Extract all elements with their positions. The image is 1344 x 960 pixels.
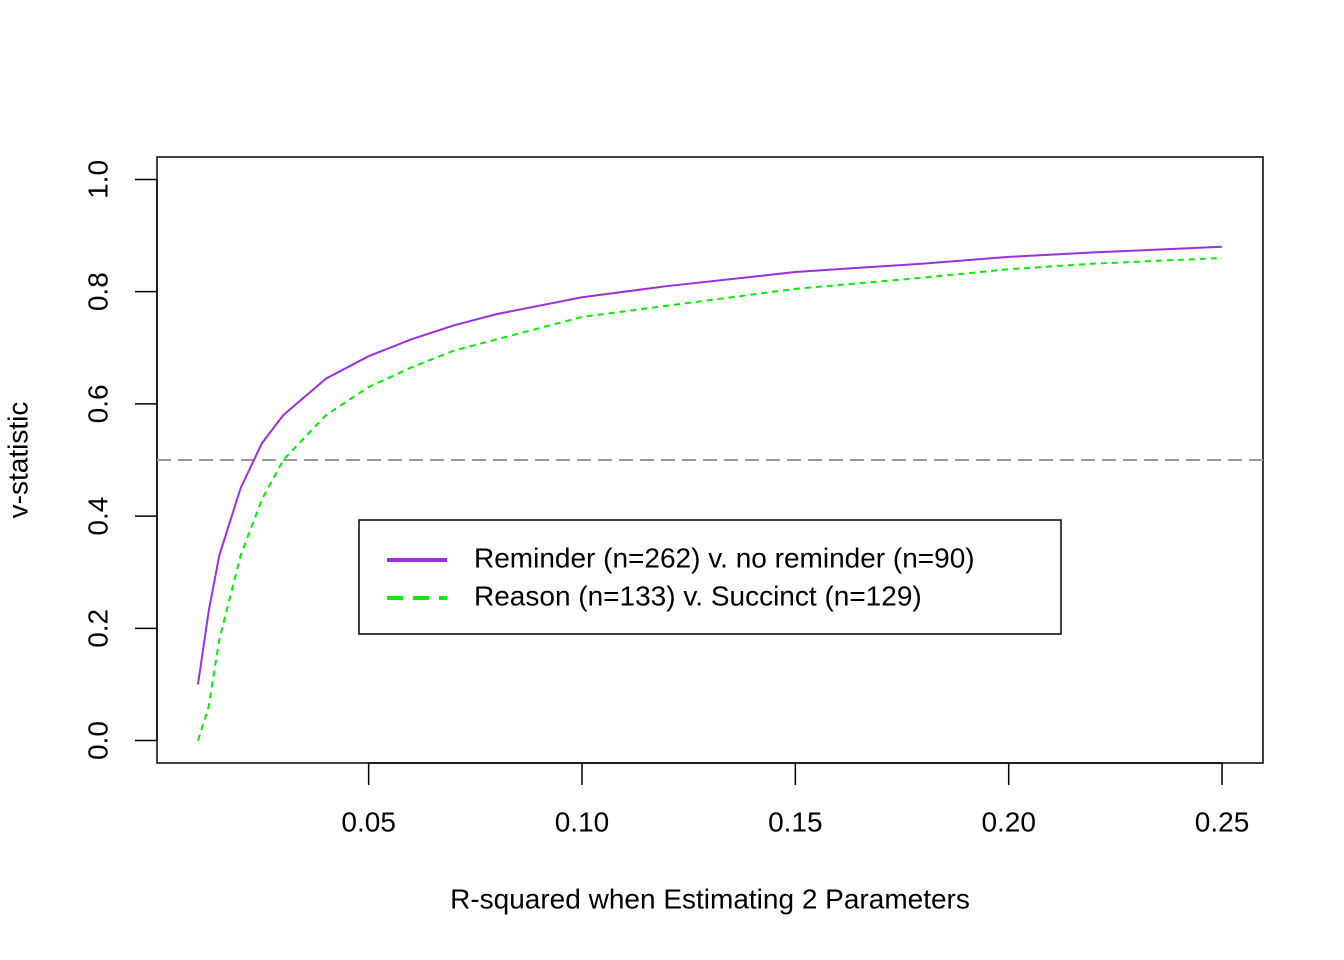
y-tick-label: 0.0 (82, 721, 113, 760)
y-tick-label: 0.2 (82, 609, 113, 648)
series-line (197, 257, 1223, 741)
x-axis-label: R-squared when Estimating 2 Parameters (450, 883, 970, 914)
x-tick-label: 0.15 (768, 806, 823, 837)
legend: Reminder (n=262) v. no reminder (n=90) Re… (358, 519, 1062, 635)
y-tick-label: 0.4 (82, 497, 113, 536)
legend-label: Reminder (n=262) v. no reminder (n=90) (474, 542, 975, 573)
legend-box (358, 519, 1062, 635)
x-tick-label: 0.25 (1195, 806, 1250, 837)
y-axis-label: v-statistic (2, 402, 33, 519)
x-tick-label: 0.10 (555, 806, 610, 837)
legend-label: Reason (n=133) v. Succinct (n=129) (474, 580, 922, 611)
x-tick-label: 0.20 (981, 806, 1036, 837)
x-tick-label: 0.05 (341, 806, 396, 837)
series-line (196, 245, 1223, 685)
y-tick-label: 0.6 (82, 384, 113, 423)
y-tick-label: 0.8 (82, 272, 113, 311)
y-tick-label: 1.0 (82, 160, 113, 199)
